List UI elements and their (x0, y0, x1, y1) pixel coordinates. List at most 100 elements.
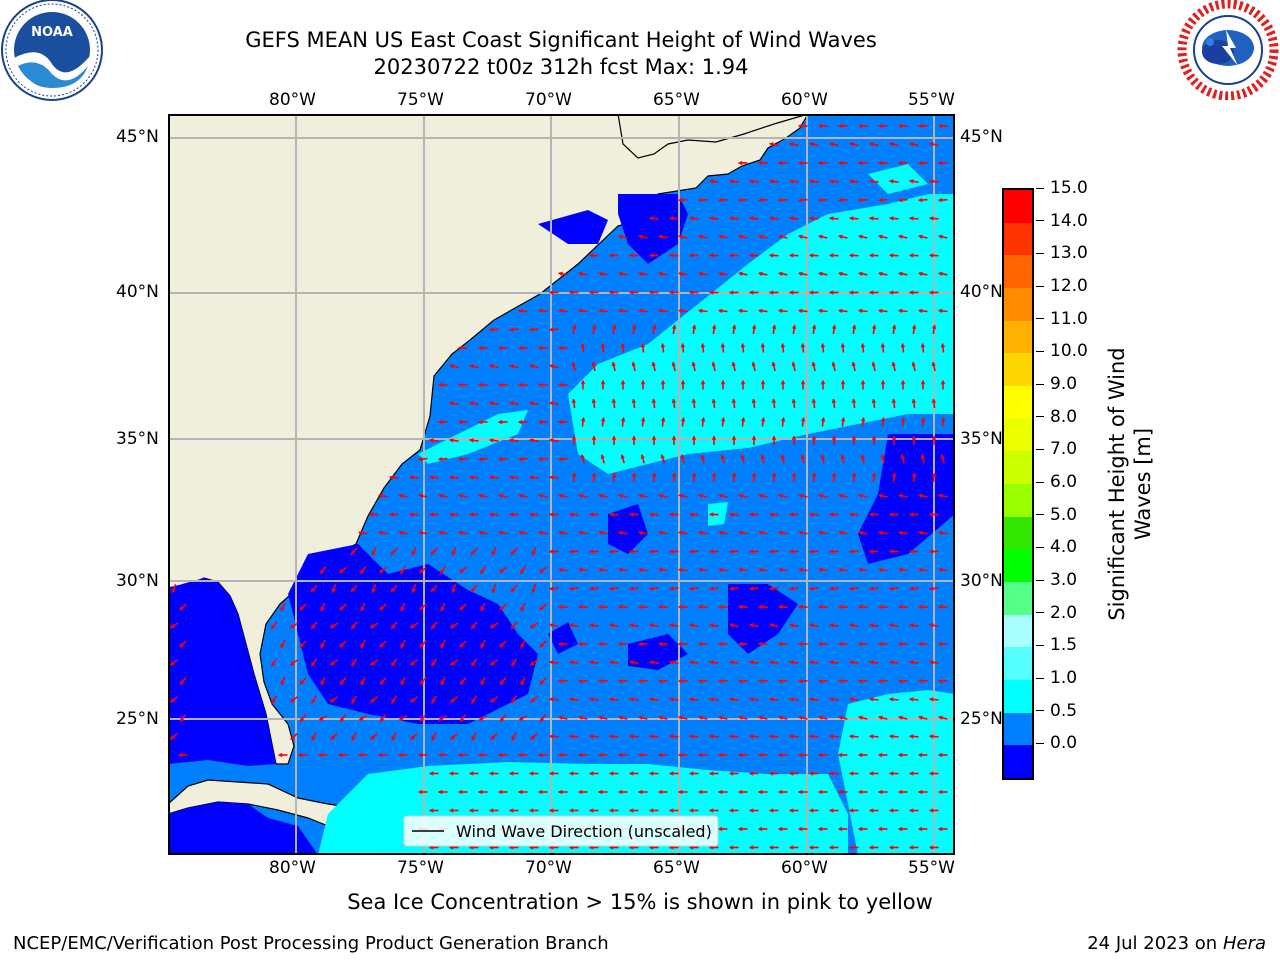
wind-wave-arrow-head (828, 253, 834, 258)
wind-wave-arrow-head (351, 661, 356, 667)
wind-wave-arrow-head (789, 142, 794, 147)
wind-wave-arrow-head (508, 771, 514, 776)
wind-wave-arrow-head (848, 845, 854, 850)
wind-wave-arrow-head (588, 734, 594, 739)
wind-wave-arrow-head (637, 678, 643, 684)
wind-wave-arrow-head (868, 253, 874, 258)
colorbar-tick: 9.0 (1036, 374, 1077, 394)
wind-wave-arrow-head (539, 642, 545, 648)
lon-label-bottom-80w: 80°W (269, 858, 316, 878)
wind-wave-arrow-head (179, 605, 184, 611)
wind-wave-arrow-head (728, 808, 734, 813)
wind-wave-arrow-head (658, 715, 663, 721)
wind-wave-arrow-head (698, 493, 703, 499)
wind-wave-arrow-head (448, 808, 454, 813)
wind-wave-arrow-head (920, 379, 926, 385)
wind-wave-arrow-head (631, 361, 637, 367)
wind-wave-arrow-head (857, 641, 863, 647)
wind-wave-arrow-head (857, 160, 863, 166)
wind-wave-arrow-head (797, 641, 803, 647)
wind-wave-arrow-head (477, 456, 483, 462)
wind-wave-arrow-head (618, 530, 623, 536)
wind-wave-arrow-head (388, 512, 394, 517)
wind-wave-arrow-head (898, 530, 903, 536)
wind-wave-arrow-head (557, 752, 563, 758)
colorbar-tick-mark (1036, 644, 1044, 646)
wind-wave-arrow-head (578, 271, 583, 277)
wind-wave-arrow-head (877, 123, 883, 129)
wind-wave-arrow-head (788, 734, 794, 739)
wind-wave-arrow-head (888, 771, 894, 776)
wind-wave-arrow-head (898, 493, 903, 499)
wind-wave-arrow-head (580, 379, 586, 385)
wind-wave-arrow-head (391, 698, 396, 704)
wind-wave-arrow-head (618, 715, 623, 721)
wind-wave-arrow-head (358, 716, 364, 721)
wind-wave-arrow-head (480, 569, 485, 575)
wind-wave-arrow-head (488, 808, 494, 813)
wind-wave-arrow-head (529, 623, 535, 629)
wind-wave-arrow-head (398, 493, 403, 499)
wind-wave-arrow-head (937, 752, 943, 758)
wind-wave-arrow-head (477, 345, 483, 351)
wind-wave-arrow-head (410, 735, 415, 740)
wind-wave-arrow-head (440, 680, 445, 686)
lat-label-right-35n: 35°N (960, 429, 1003, 449)
wind-wave-arrow-head (768, 179, 774, 184)
wind-wave-arrow-head (908, 734, 914, 739)
land-nova-scotia (617, 113, 809, 159)
lat-label-left-35n: 35°N (116, 429, 159, 449)
footer-branch: NCEP/EMC/Verification Post Processing Pr… (13, 933, 609, 954)
wind-wave-arrow-head (868, 808, 874, 813)
wind-wave-arrow-head (888, 253, 894, 258)
wind-wave-arrow-head (499, 568, 504, 574)
wind-wave-arrow-head (671, 472, 677, 477)
wind-wave-arrow-head (760, 454, 766, 459)
wind-wave-arrow-head (528, 512, 534, 517)
wind-wave-arrow-head (848, 734, 854, 739)
wind-wave-arrow-head (637, 567, 643, 573)
wind-wave-arrow-head (708, 253, 714, 258)
wind-wave-arrow-head (697, 678, 703, 684)
wind-wave-arrow-head (697, 752, 703, 758)
colorbar-tick: 4.0 (1036, 537, 1077, 557)
wind-wave-arrow-head (648, 771, 654, 776)
wind-wave-arrow-head (771, 361, 777, 367)
wind-wave-arrow-head (818, 234, 823, 240)
wind-wave-arrow-head (517, 419, 523, 425)
wind-wave-arrow-head (671, 435, 677, 440)
wind-wave-arrow-head (929, 142, 934, 147)
wind-wave-arrow-head (917, 752, 923, 758)
wind-wave-arrow-head (468, 438, 474, 443)
wind-wave-arrow-head (857, 789, 863, 795)
wind-wave-arrow-head (768, 808, 774, 813)
wind-wave-arrow-head (557, 308, 563, 314)
wind-wave-arrow-head (938, 234, 943, 240)
wind-wave-arrow-head (749, 660, 754, 665)
wind-wave-arrow-head (928, 290, 934, 295)
wind-wave-arrow-head (510, 587, 516, 593)
wind-wave-arrow-head (820, 416, 826, 422)
wind-wave-arrow-head (931, 435, 937, 440)
wind-wave-arrow-head (520, 643, 525, 649)
wind-wave-arrow-head (350, 550, 356, 556)
wind-wave-arrow-head (458, 493, 463, 499)
wind-wave-arrow-head (571, 361, 577, 367)
chart-title-line1: GEFS MEAN US East Coast Significant Heig… (245, 28, 877, 52)
wind-wave-arrow-head (918, 271, 923, 277)
wind-wave-arrow-head (517, 752, 523, 758)
wind-wave-arrow-head (858, 715, 863, 721)
wind-wave-arrow-head (908, 549, 914, 554)
wind-wave-arrow-head (849, 623, 854, 628)
wind-wave-arrow-head (717, 567, 723, 573)
wind-wave-arrow-head (868, 290, 874, 295)
colorbar-segment (1004, 745, 1032, 778)
wind-wave-arrow-head (931, 472, 937, 477)
colorbar-tick-label: 0.5 (1050, 700, 1078, 721)
colorbar-tick: 11.0 (1036, 309, 1088, 329)
wind-wave-arrow-head (588, 808, 594, 813)
wind-wave-arrow-head (891, 472, 897, 477)
wind-wave-arrow-head (697, 604, 703, 610)
wind-wave-arrow-head (649, 660, 654, 665)
wind-wave-arrow-head (717, 789, 723, 795)
